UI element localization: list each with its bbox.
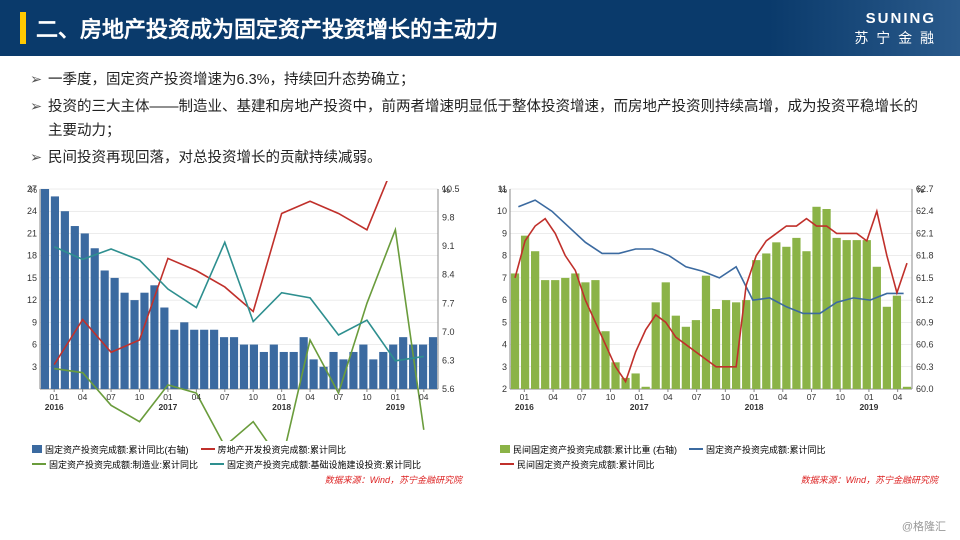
svg-text:60.3: 60.3 [916,361,934,371]
svg-text:7.7: 7.7 [442,298,455,308]
svg-text:6: 6 [502,295,507,305]
svg-text:2017: 2017 [630,402,649,412]
svg-text:2018: 2018 [272,402,291,412]
svg-text:04: 04 [192,392,202,402]
svg-text:2016: 2016 [515,402,534,412]
svg-text:01: 01 [49,392,59,402]
svg-text:62.4: 62.4 [916,206,934,216]
svg-text:04: 04 [419,392,429,402]
right-chart: 234567891011%60.060.360.660.961.261.561.… [480,181,948,486]
svg-text:9: 9 [32,317,37,327]
svg-text:01: 01 [634,392,644,402]
svg-text:2017: 2017 [158,402,177,412]
left-chart: 369121518212427%5.66.37.07.78.49.19.810.… [12,181,472,486]
svg-text:2018: 2018 [745,402,764,412]
svg-text:60.0: 60.0 [916,384,934,394]
svg-text:18: 18 [27,250,37,260]
svg-text:5: 5 [502,317,507,327]
svg-text:3: 3 [32,361,37,371]
bullet-item: 民间投资再现回落，对总投资增长的贡献持续减弱。 [30,146,930,171]
svg-text:7: 7 [502,272,507,282]
svg-text:%: % [442,185,450,195]
svg-text:10: 10 [135,392,145,402]
svg-text:01: 01 [520,392,530,402]
svg-text:04: 04 [893,392,903,402]
svg-text:10: 10 [721,392,731,402]
svg-text:8.4: 8.4 [442,269,455,279]
svg-text:6.3: 6.3 [442,355,455,365]
left-legend: 固定资产投资完成额:累计同比(右轴)房地产开发投资完成额:累计同比固定资产投资完… [12,443,472,471]
svg-text:10: 10 [248,392,258,402]
slide-header: 二、房地产投资成为固定资产投资增长的主动力 SUNING 苏 宁 金 融 [0,0,960,56]
svg-text:7.0: 7.0 [442,326,455,336]
svg-text:60.6: 60.6 [916,339,934,349]
svg-text:9.1: 9.1 [442,241,455,251]
svg-text:4: 4 [502,339,507,349]
svg-text:61.5: 61.5 [916,272,934,282]
svg-text:12: 12 [27,295,37,305]
svg-text:10: 10 [835,392,845,402]
svg-text:07: 07 [220,392,230,402]
slide-title: 二、房地产投资成为固定资产投资增长的主动力 [36,12,854,44]
svg-text:04: 04 [663,392,673,402]
watermark: @格隆汇 [902,518,946,534]
svg-text:04: 04 [78,392,88,402]
accent-bar [20,12,26,44]
svg-text:10: 10 [606,392,616,402]
svg-text:2016: 2016 [45,402,64,412]
svg-text:01: 01 [864,392,874,402]
svg-text:%: % [29,185,37,195]
svg-text:15: 15 [27,272,37,282]
logo-en: SUNING [854,9,936,29]
svg-text:9: 9 [502,228,507,238]
svg-text:01: 01 [163,392,173,402]
svg-text:04: 04 [305,392,315,402]
svg-text:60.9: 60.9 [916,317,934,327]
right-source: 数据来源：Wind，苏宁金融研究院 [480,473,948,486]
svg-text:21: 21 [27,228,37,238]
svg-text:04: 04 [778,392,788,402]
svg-text:61.8: 61.8 [916,250,934,260]
brand-logo: SUNING 苏 宁 金 融 [854,9,936,47]
svg-text:%: % [916,185,924,195]
svg-text:01: 01 [277,392,287,402]
svg-text:2019: 2019 [386,402,405,412]
svg-text:61.2: 61.2 [916,295,934,305]
svg-text:3: 3 [502,361,507,371]
svg-text:01: 01 [391,392,401,402]
svg-text:07: 07 [807,392,817,402]
svg-text:%: % [499,185,507,195]
logo-cn: 苏 宁 金 融 [854,29,936,47]
charts-row: 369121518212427%5.66.37.07.78.49.19.810.… [0,181,960,486]
svg-text:01: 01 [749,392,759,402]
svg-text:6: 6 [32,339,37,349]
svg-text:5.6: 5.6 [442,384,455,394]
bullet-item: 一季度，固定资产投资增速为6.3%，持续回升态势确立； [30,68,930,93]
right-legend: 民间固定资产投资完成额:累计比重 (右轴)固定资产投资完成额:累计同比民间固定资… [480,443,948,471]
bullet-item: 投资的三大主体——制造业、基建和房地产投资中，前两者增速明显低于整体投资增速，而… [30,95,930,144]
svg-text:10: 10 [497,206,507,216]
svg-text:07: 07 [692,392,702,402]
svg-text:9.8: 9.8 [442,212,455,222]
bullet-list: 一季度，固定资产投资增速为6.3%，持续回升态势确立； 投资的三大主体——制造业… [0,56,960,181]
svg-text:07: 07 [334,392,344,402]
svg-text:10: 10 [362,392,372,402]
svg-text:2019: 2019 [859,402,878,412]
svg-text:24: 24 [27,206,37,216]
svg-text:07: 07 [577,392,587,402]
svg-text:07: 07 [106,392,116,402]
svg-text:8: 8 [502,250,507,260]
left-source: 数据来源：Wind，苏宁金融研究院 [12,473,472,486]
svg-text:2: 2 [502,384,507,394]
svg-text:62.1: 62.1 [916,228,934,238]
svg-text:04: 04 [548,392,558,402]
